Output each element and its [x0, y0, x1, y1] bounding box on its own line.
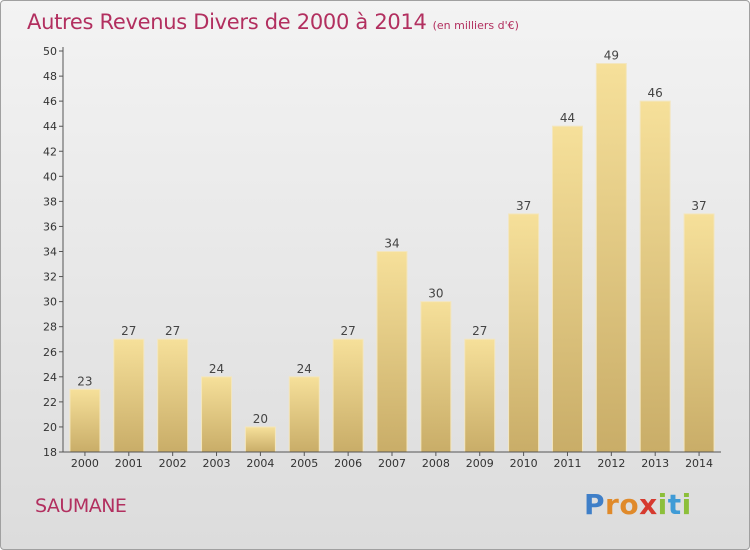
x-tick-label: 2011 — [553, 457, 581, 470]
x-tick-label: 2000 — [71, 457, 99, 470]
bar — [69, 388, 101, 453]
axes-layer: 2000 2001 2002 2003 2004 2005 2006 2007 2008 2009… — [43, 45, 721, 470]
value-label: 30 — [428, 287, 443, 301]
x-tick-label: 2001 — [115, 457, 143, 470]
bar — [464, 338, 496, 453]
y-tick-label: 34 — [43, 246, 57, 259]
x-tick-label: 2003 — [203, 457, 231, 470]
bar — [551, 125, 583, 453]
x-tick-label: 2002 — [159, 457, 187, 470]
logo-letter: i — [681, 488, 692, 521]
logo-letter: r — [605, 488, 620, 521]
bar — [157, 338, 189, 453]
value-label: 27 — [165, 324, 180, 338]
value-label: 27 — [472, 324, 487, 338]
y-tick-label: 46 — [43, 95, 57, 108]
y-tick-label: 28 — [43, 321, 57, 334]
bars-layer: 23 27 27 24 20 24 27 34 30 27 37 44 49 46 37 — [69, 49, 715, 453]
y-tick-label: 30 — [43, 296, 57, 309]
x-tick-label: 2004 — [246, 457, 274, 470]
bar — [244, 426, 276, 453]
chart-subtitle: (en milliers d'€) — [432, 19, 519, 32]
y-tick-label: 42 — [43, 145, 57, 158]
value-label: 46 — [648, 86, 663, 100]
logo-letter: o — [619, 488, 640, 521]
y-tick-label: 44 — [43, 120, 57, 133]
y-tick-label: 22 — [43, 396, 57, 409]
bar — [376, 251, 408, 453]
proxiti-logo[interactable]: Proxiti — [584, 488, 692, 521]
bar — [201, 376, 233, 453]
value-label: 27 — [121, 324, 136, 338]
bar — [595, 63, 627, 453]
value-label: 44 — [560, 111, 575, 125]
x-tick-label: 2006 — [334, 457, 362, 470]
logo-letter: i — [657, 488, 668, 521]
value-label: 23 — [77, 374, 92, 388]
x-tick-label: 2007 — [378, 457, 406, 470]
bar — [639, 100, 671, 453]
y-tick-label: 26 — [43, 346, 57, 359]
bar — [683, 213, 715, 453]
logo-letter: P — [584, 488, 606, 521]
value-label: 27 — [340, 324, 355, 338]
bar — [113, 338, 145, 453]
x-tick-label: 2013 — [641, 457, 669, 470]
y-tick-label: 18 — [43, 446, 57, 459]
value-label: 37 — [691, 199, 706, 213]
y-tick-label: 20 — [43, 421, 57, 434]
y-tick-label: 36 — [43, 220, 57, 233]
x-tick-label: 2010 — [510, 457, 538, 470]
location-label: SAUMANE — [35, 495, 127, 517]
bar — [508, 213, 540, 453]
value-label: 20 — [253, 412, 268, 426]
y-tick-label: 40 — [43, 170, 57, 183]
chart-title: Autres Revenus Divers de 2000 à 2014 (en … — [27, 10, 519, 34]
y-tick-label: 24 — [43, 371, 57, 384]
x-tick-label: 2009 — [466, 457, 494, 470]
logo-letter: x — [639, 488, 658, 521]
chart-title-text: Autres Revenus Divers de 2000 à 2014 — [27, 10, 427, 34]
bar — [332, 338, 364, 453]
x-tick-label: 2014 — [685, 457, 713, 470]
x-tick-label: 2012 — [597, 457, 625, 470]
bar — [288, 376, 320, 453]
value-label: 24 — [209, 362, 224, 376]
value-label: 37 — [516, 199, 531, 213]
y-tick-label: 48 — [43, 70, 57, 83]
bar — [420, 301, 452, 453]
y-tick-label: 50 — [43, 45, 57, 58]
logo-letter: t — [667, 488, 682, 521]
x-tick-label: 2005 — [290, 457, 318, 470]
value-label: 24 — [297, 362, 312, 376]
value-label: 49 — [604, 49, 619, 63]
y-tick-label: 32 — [43, 271, 57, 284]
x-tick-label: 2008 — [422, 457, 450, 470]
value-label: 34 — [384, 237, 399, 251]
y-tick-label: 38 — [43, 195, 57, 208]
